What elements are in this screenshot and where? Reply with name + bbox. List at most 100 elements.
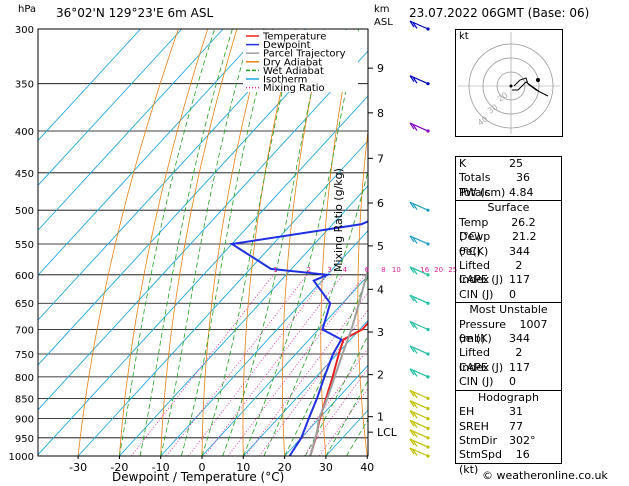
legend-label: Mixing Ratio — [263, 83, 325, 94]
x-axis-title: Dewpoint / Temperature (°C) — [112, 470, 285, 484]
wind-barb-flag — [409, 410, 415, 417]
hodograph-plot: 40 30 20 — [458, 32, 560, 134]
isotherm-line — [38, 29, 265, 276]
wind-barb-staff — [409, 201, 429, 211]
wet-adiabat — [119, 29, 215, 456]
pressure-tick-label: 400 — [15, 127, 34, 138]
dry-adiabat — [394, 29, 413, 456]
pressure-tick-label: 650 — [15, 299, 34, 310]
legend-label: Isotherm — [263, 75, 307, 86]
wind-barb-dot — [426, 129, 430, 133]
basic-indices-box: K 25 Totals Totals 36 PW (cm) 4.84 — [455, 156, 562, 201]
wet-adiabat — [222, 29, 326, 456]
isotherm-line — [242, 319, 368, 456]
wind-barb-dot — [426, 242, 430, 246]
legend-label: Temperature — [262, 32, 326, 43]
most-unstable-box: Most Unstable Pressure (mb) 1007 θe (K) 34… — [455, 302, 562, 390]
km-tick-label: 5 — [377, 240, 384, 253]
pressure-tick-label: 850 — [15, 394, 34, 405]
mixing-ratio-line — [166, 274, 308, 456]
mixing-ratio-line — [227, 274, 366, 456]
indices-table: K 25 Totals Totals 36 PW (cm) 4.84 Surface … — [455, 156, 562, 476]
isotherm-line — [38, 29, 183, 187]
wind-barb-dot — [426, 301, 430, 305]
mixing-ratio-label: 4 — [343, 266, 348, 274]
wind-barb-flag — [412, 440, 418, 447]
legend-label: Dewpoint — [263, 40, 311, 51]
wind-barb-flag — [409, 420, 415, 427]
storm-motion-marker — [536, 78, 540, 82]
temp-tick-label: 40 — [360, 461, 374, 474]
mixing-ratio-line — [245, 291, 368, 456]
wind-barb-staff — [409, 75, 429, 85]
wind-barb-flag — [409, 20, 415, 28]
mixing-ratio-label: 20 — [434, 266, 443, 274]
temp-tick-label: 20 — [278, 461, 292, 474]
surface-box: Surface Temp (°C) 26.2 Dewp (°C) 21.2 θe(K… — [455, 200, 562, 303]
km-tick-label: 1 — [377, 411, 384, 424]
km-tick-label: 6 — [377, 197, 384, 210]
temp-tick-label: 0 — [199, 461, 206, 474]
isotherm-line — [160, 230, 368, 456]
mu-row: CIN (J) 0 — [459, 375, 516, 389]
hodo-row: StmDir 302° — [459, 434, 536, 448]
dewpoint-curve — [229, 220, 368, 456]
dry-adiabat — [201, 29, 267, 456]
location-title: 36°02'N 129°23'E 6m ASL — [56, 6, 214, 20]
km-unit-label: km — [374, 4, 390, 15]
wind-barb-flag — [412, 411, 418, 419]
wind-barb-staff — [409, 410, 429, 420]
wind-barb-dot — [426, 327, 430, 332]
mu-row: CAPE (J) 117 — [459, 360, 530, 374]
surface-row: CAPE (J) 117 — [459, 273, 530, 287]
wet-adiabat — [160, 29, 253, 456]
wind-barb-flag — [412, 401, 418, 409]
pressure-tick-label: 1000 — [9, 452, 34, 463]
wind-barb-staff — [409, 438, 429, 448]
pressure-tick-label: 550 — [15, 240, 34, 251]
mu-row: Pressure (mb) 1007 — [459, 317, 548, 346]
wind-barb-staff — [409, 447, 429, 457]
hodo-row: StmSpd (kt) 16 — [459, 448, 530, 476]
hodo-row: SREH 77 — [459, 419, 523, 433]
wind-barb-staff — [409, 20, 429, 30]
wind-barb-staff — [409, 368, 429, 378]
wind-barb-staff — [409, 235, 429, 245]
wind-barb-dot — [426, 352, 430, 356]
wind-barb-dot — [426, 426, 430, 430]
mixing-ratio-line — [258, 309, 368, 456]
wind-barb-flag — [409, 390, 415, 397]
isotherm-line — [38, 29, 307, 321]
hodograph-unit: kt — [459, 31, 469, 42]
wind-barb-flag — [412, 237, 418, 244]
wind-barb-flag — [409, 201, 415, 209]
hodo-ring-label-40: 40 — [476, 114, 490, 127]
most-unstable-title: Most Unstable — [469, 303, 548, 317]
dry-adiabat — [558, 29, 615, 456]
hodo-ring-label-30: 30 — [486, 102, 500, 115]
dry-adiabat — [119, 29, 209, 456]
wind-barb-flag — [412, 203, 418, 211]
wind-barb-staff — [409, 419, 429, 429]
wind-barb-flag — [412, 391, 418, 399]
dry-adiabat — [242, 29, 296, 456]
plot-frame — [37, 28, 369, 457]
wind-barb-flag — [409, 321, 415, 328]
wind-barb-dot — [426, 445, 430, 449]
wet-adiabat — [180, 29, 274, 456]
wind-barb-flag — [409, 400, 415, 407]
isotherm-line — [201, 274, 368, 456]
surface-row: CIN (J) 0 — [459, 287, 516, 301]
wind-barb-staff — [409, 429, 429, 439]
asl-unit-label: ASL — [374, 17, 393, 28]
temp-tick-label: 10 — [236, 461, 250, 474]
hodograph-trace — [512, 77, 549, 97]
copyright-link[interactable]: © weatheronline.co.uk — [482, 469, 608, 482]
wind-barb-flag — [409, 266, 415, 274]
dry-adiabat — [429, 29, 450, 456]
temp-tick-label: -20 — [110, 461, 128, 474]
legend-label: Parcel Trajectory — [263, 49, 346, 60]
profile-curves — [229, 220, 368, 456]
isotherm-line — [38, 29, 141, 142]
